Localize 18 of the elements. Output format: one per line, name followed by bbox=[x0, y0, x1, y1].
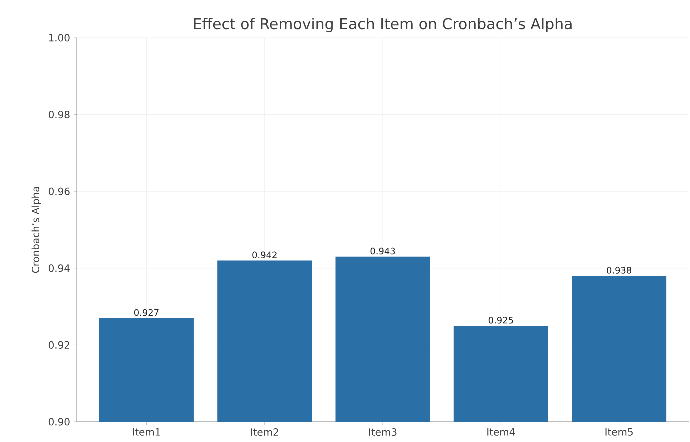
x-tick-label: Item2 bbox=[251, 428, 278, 436]
data-label: 0.942 bbox=[252, 252, 277, 259]
y-tick-label: 1.00 bbox=[49, 34, 70, 42]
x-tick-label: Item4 bbox=[488, 428, 516, 436]
y-tick-label: 0.90 bbox=[48, 418, 70, 426]
chart-title: Effect of Removing Each Item on Cronbach’s Alpha bbox=[194, 18, 572, 32]
data-label: 0.938 bbox=[607, 267, 632, 274]
data-label: 0.927 bbox=[134, 309, 159, 316]
y-tick-label: 0.98 bbox=[48, 111, 70, 119]
data-label: 0.925 bbox=[488, 317, 514, 324]
x-tick-label: Item3 bbox=[369, 428, 397, 436]
data-label: 0.943 bbox=[370, 248, 396, 255]
y-axis-title: Cronbach’s Alpha bbox=[32, 187, 42, 274]
x-tick-label: Item1 bbox=[133, 428, 160, 436]
y-tick-label: 0.92 bbox=[48, 341, 70, 349]
x-tick-label: Item5 bbox=[606, 428, 633, 436]
y-tick-label: 0.94 bbox=[48, 264, 70, 272]
y-tick-label: 0.96 bbox=[48, 188, 70, 196]
